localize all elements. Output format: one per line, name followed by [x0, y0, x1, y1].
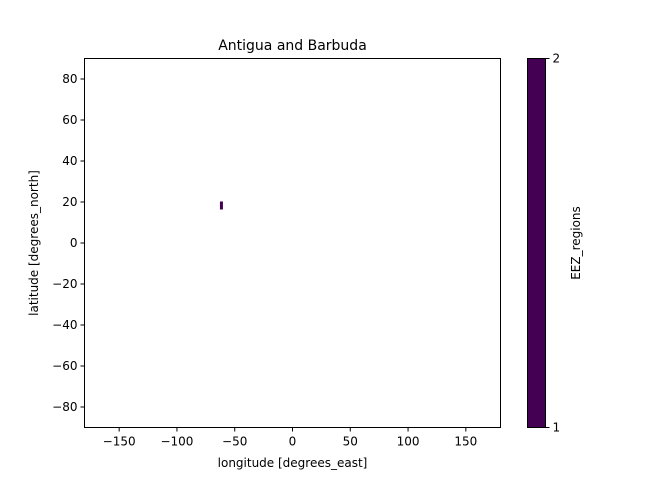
colorbar-label: EEZ_regions: [569, 206, 583, 280]
y-tick-label: −40: [52, 318, 77, 332]
y-tick-label: −20: [52, 277, 77, 291]
x-axis-ticks: −150 −100 −50 0 50 100 150: [103, 427, 477, 449]
x-tick-label: 50: [343, 435, 358, 449]
x-tick-label: −150: [103, 435, 136, 449]
colorbar-tick-label: 2: [553, 52, 561, 66]
y-tick-label: −60: [52, 359, 77, 373]
region-cells: [219, 201, 223, 210]
colorbar: [527, 58, 546, 428]
y-tick-label: 20: [62, 195, 77, 209]
y-tick-label: 40: [62, 154, 77, 168]
x-tick-label: −50: [222, 435, 247, 449]
y-tick-label: 60: [62, 113, 77, 127]
colorbar-tick-label: 1: [553, 421, 561, 435]
region-cell: [219, 201, 223, 210]
x-tick-label: 100: [397, 435, 420, 449]
y-tick-label: 0: [70, 236, 78, 250]
plot-area: [84, 58, 501, 428]
chart-title: Antigua and Barbuda: [218, 38, 367, 54]
y-axis-ticks: 80 60 40 20 0 −20 −40 −60 −80: [52, 72, 85, 414]
y-tick-label: 80: [62, 72, 77, 86]
colorbar-ticks: 12: [545, 52, 561, 435]
y-tick-label: −80: [52, 400, 77, 414]
x-tick-label: 150: [454, 435, 477, 449]
x-axis-label: longitude [degrees_east]: [218, 456, 368, 470]
y-axis-label: latitude [degrees_north]: [27, 170, 41, 316]
x-tick-label: 0: [289, 435, 297, 449]
x-tick-label: −100: [160, 435, 193, 449]
